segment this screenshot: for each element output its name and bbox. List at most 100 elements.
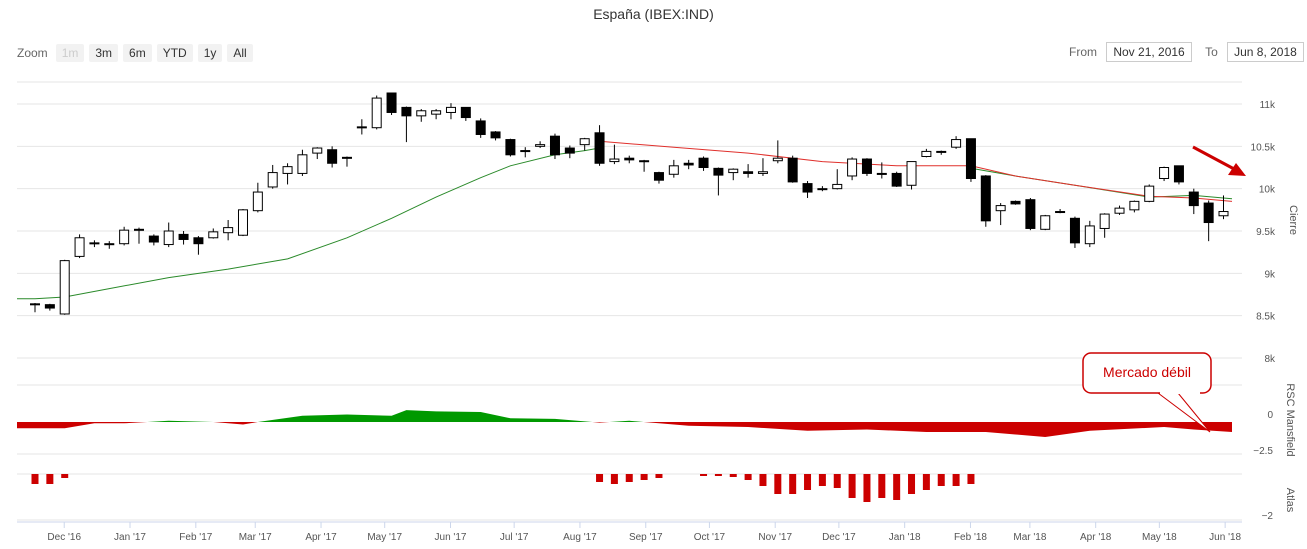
candle-body (445, 106, 456, 113)
candle-body (416, 110, 427, 117)
candle-body (505, 139, 516, 156)
zoom-6m-button[interactable]: 6m (123, 44, 152, 62)
candle-body (208, 231, 219, 239)
candle-body (817, 188, 828, 191)
zoom-all-button[interactable]: All (227, 44, 253, 62)
candle-body (653, 172, 664, 181)
atlas-bar (759, 474, 767, 486)
candle-body (520, 150, 531, 153)
rsc-tick-label: −2.5 (1253, 446, 1273, 457)
x-tick-label: Jun '17 (435, 532, 467, 543)
candle-body (698, 157, 709, 168)
atlas-tick-label: −2 (1262, 511, 1274, 522)
to-label: To (1205, 45, 1218, 59)
candle-body (312, 147, 323, 154)
x-tick-label: Mar '17 (239, 532, 272, 543)
price-tick-label: 10k (1259, 185, 1276, 196)
candle-body (356, 126, 367, 129)
candle-body (1144, 185, 1155, 202)
x-tick-label: Apr '17 (305, 532, 337, 543)
candle-body (891, 172, 902, 187)
candle-body (965, 138, 976, 180)
atlas-bar (625, 474, 633, 482)
x-tick-label: Dec '16 (47, 532, 81, 543)
candle-body (609, 158, 620, 163)
candle-body (490, 131, 501, 139)
candle-body (119, 229, 130, 245)
annotation-text: Mercado débil (1103, 364, 1191, 380)
candle-body (594, 132, 605, 164)
x-axis: Dec '16 Jan '17 Feb '17 Mar '17 Apr '17 May '… (47, 522, 1242, 543)
atlas-bar (804, 474, 812, 490)
candle-body (267, 172, 278, 188)
zoom-3m-button[interactable]: 3m (89, 44, 119, 62)
candle-body (475, 120, 486, 135)
candle-body (743, 171, 754, 174)
candle-body (876, 172, 887, 175)
candle-body (431, 110, 442, 115)
candle-body (535, 144, 546, 147)
atlas-bar (640, 474, 648, 480)
zoom-1m-button[interactable]: 1m (55, 44, 85, 62)
candle-body (713, 167, 724, 176)
price-tick-label: 9.5k (1256, 227, 1276, 238)
candle-body (193, 237, 204, 245)
candle-body (980, 175, 991, 222)
candle-body (178, 233, 189, 240)
atlas-bar (655, 474, 663, 478)
candle-body (1055, 211, 1066, 214)
x-tick-label: Jul '17 (500, 532, 529, 543)
atlas-bar (744, 474, 752, 480)
from-date-input[interactable]: Nov 21, 2016 (1106, 42, 1192, 62)
atlas-bar (31, 474, 39, 484)
candle-body (371, 97, 382, 129)
atlas-bar (848, 474, 856, 498)
zoom-1y-button[interactable]: 1y (197, 44, 223, 62)
candle-body (460, 106, 471, 119)
zoom-label: Zoom (17, 46, 48, 60)
candle-body (252, 191, 263, 212)
rsc-axis-title: RSC Mansfield (1284, 383, 1296, 456)
price-tick-label: 9k (1264, 269, 1276, 280)
atlas-bar (700, 474, 708, 476)
atlas-bar (833, 474, 841, 488)
candle-body (327, 149, 338, 164)
candle-body (936, 150, 947, 153)
atlas-bar (908, 474, 916, 494)
candle-body (1025, 199, 1036, 229)
candle-body (89, 242, 100, 245)
x-tick-label: Feb '18 (954, 532, 987, 543)
atlas-bar (714, 474, 722, 476)
x-tick-label: Dec '17 (822, 532, 856, 543)
trend-arrow-head (1228, 163, 1246, 176)
candle-body (133, 228, 144, 231)
x-tick-label: May '17 (367, 532, 402, 543)
annotation: Mercado débil (1082, 145, 1246, 433)
candle-body (861, 158, 872, 174)
candle-body (1159, 167, 1170, 180)
price-tick-label: 11k (1260, 100, 1276, 111)
candle-body (772, 157, 783, 162)
price-axis-title: Cierre (1287, 205, 1299, 235)
atlas-bar (863, 474, 871, 502)
candle-body (579, 138, 590, 146)
candle-body (906, 161, 917, 186)
chart-title: España (IBEX:IND) (593, 6, 714, 22)
atlas-bar (596, 474, 604, 482)
y-axis: 8k 8.5k 9k 9.5k 10k 10.5k 11k Cierre 0 −2.5 RSC Ma… (1251, 100, 1299, 522)
atlas-bar (729, 474, 737, 477)
candle-body (639, 160, 650, 163)
candle-body (728, 168, 739, 174)
candle-body (282, 166, 293, 174)
candle-body (341, 156, 352, 159)
atlas-bar (893, 474, 901, 500)
x-tick-label: Oct '17 (694, 532, 726, 543)
candle-body (1173, 165, 1184, 183)
to-date-input[interactable]: Jun 8, 2018 (1227, 42, 1304, 62)
zoom-ytd-button[interactable]: YTD (156, 44, 193, 62)
candle-body (1069, 217, 1080, 244)
candle-body (104, 243, 115, 246)
atlas-bar (610, 474, 618, 484)
x-tick-label: Jun '18 (1209, 532, 1241, 543)
x-tick-label: Feb '17 (179, 532, 212, 543)
